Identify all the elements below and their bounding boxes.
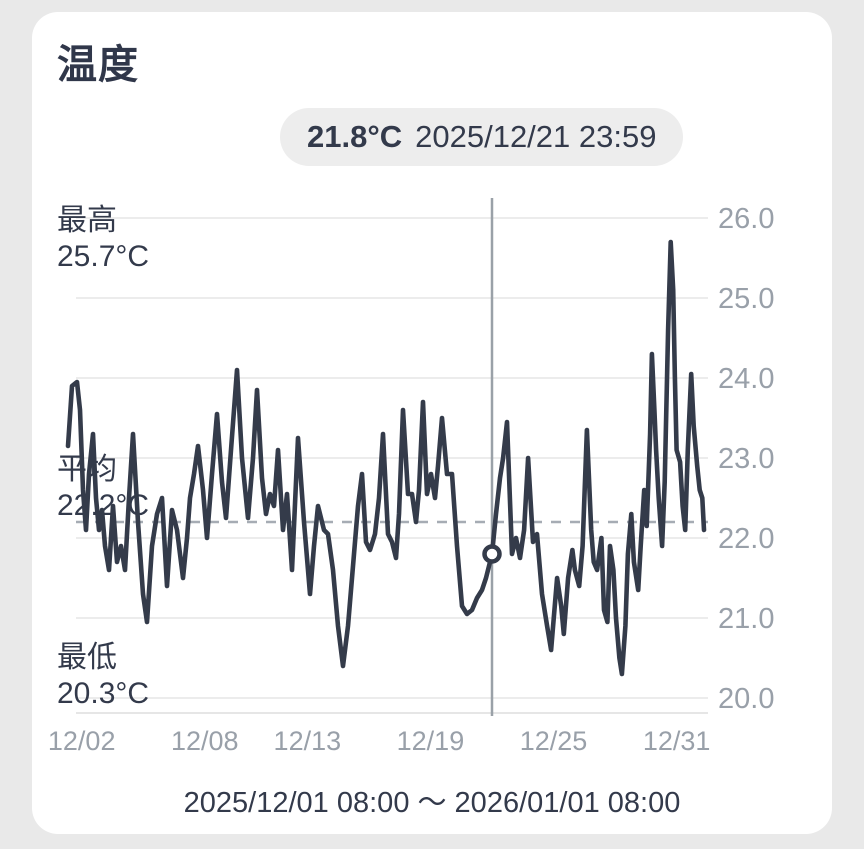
stat-min: 最低 20.3°C [57, 640, 257, 712]
stat-max-value: 25.7°C [57, 240, 150, 273]
stat-max: 最高 25.7°C [57, 203, 257, 275]
stat-avg-label: 平均 [57, 453, 117, 486]
y-tick-label: 22.0 [718, 523, 775, 555]
date-range-label: 2025/12/01 08:00 ～ 2026/01/01 08:00 [183, 787, 681, 819]
y-tick-label: 25.0 [718, 283, 775, 315]
y-tick-label: 26.0 [718, 203, 775, 235]
stat-min-label: 最低 [57, 641, 117, 674]
x-tick-label: 12/31 [642, 726, 711, 756]
cursor-tooltip: 21.8°C 2025/12/21 23:59 [280, 108, 684, 166]
x-tick-label: 12/25 [519, 726, 588, 756]
page-title: 温度 [57, 43, 139, 87]
x-tick-label: 12/19 [396, 726, 465, 756]
y-tick-label: 20.0 [718, 683, 775, 715]
stat-avg-value: 22.2°C [57, 489, 150, 522]
x-tick-label: 12/13 [273, 726, 342, 756]
stat-min-value: 20.3°C [57, 677, 150, 710]
y-tick-label: 21.0 [718, 603, 775, 635]
stat-avg: 平均 22.2°C [57, 452, 257, 524]
tooltip-datetime: 2025/12/21 23:59 [415, 119, 657, 154]
x-tick-label: 12/02 [47, 726, 116, 756]
y-tick-label: 24.0 [718, 363, 775, 395]
y-tick-label: 23.0 [718, 443, 775, 475]
x-tick-label: 12/08 [170, 726, 239, 756]
stat-max-label: 最高 [57, 204, 117, 237]
tooltip-value: 21.8°C [307, 119, 403, 154]
